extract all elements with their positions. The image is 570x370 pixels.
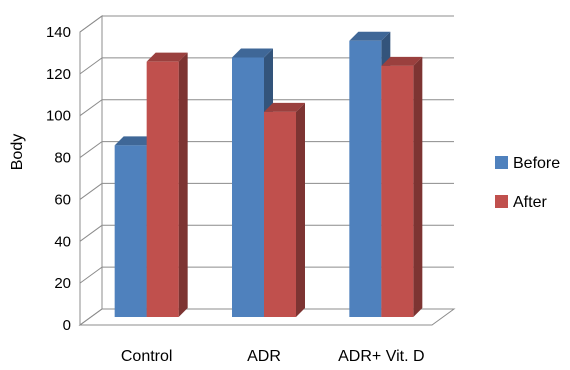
y-axis-ticks: 0 20 40 60 80 100 120 140 [46, 24, 71, 334]
bar-top [146, 52, 188, 62]
x-category-label: ADR+ Vit. D [338, 348, 424, 365]
bar-top [232, 48, 273, 58]
gridline [79, 57, 454, 75]
gridline [79, 141, 454, 158]
legend-swatch [495, 195, 508, 208]
x-category-label: ADR [247, 348, 281, 365]
bar-top [349, 31, 391, 41]
gridlines [79, 15, 454, 326]
bar-adr-after [264, 102, 305, 318]
bar-top [264, 102, 305, 112]
y-tick-label: 0 [63, 317, 71, 334]
y-tick-label: 120 [46, 66, 71, 83]
bar-control-after [146, 52, 188, 318]
x-axis-categories: Control ADR ADR+ Vit. D [121, 348, 425, 365]
legend-swatch [495, 156, 508, 169]
legend-item-after: After [495, 194, 547, 211]
bar-front [232, 57, 264, 317]
bar-front [381, 65, 414, 317]
bar-side [178, 52, 188, 318]
bar-front [146, 61, 179, 317]
gridline [79, 99, 454, 117]
gridline [79, 15, 454, 33]
legend-label: After [513, 194, 547, 211]
legend-label: Before [513, 155, 560, 172]
bar-side [413, 56, 423, 317]
legend: Before After [495, 155, 560, 211]
y-tick-label: 20 [54, 275, 71, 292]
y-tick-label: 60 [54, 191, 71, 208]
side-wall [79, 15, 103, 326]
y-tick-label: 140 [46, 24, 71, 41]
bar-top [381, 56, 423, 66]
gridline [79, 182, 454, 200]
gridline [79, 266, 454, 284]
gridline [79, 224, 454, 242]
bars [114, 31, 423, 318]
gridline [79, 308, 454, 326]
bar-front [114, 145, 147, 317]
bar-adr-vit-d-after [381, 56, 423, 317]
y-axis-title: Body [9, 134, 26, 170]
bar-front [349, 40, 382, 317]
bar-front [264, 111, 296, 318]
y-tick-label: 40 [54, 233, 71, 250]
bar-side [296, 102, 305, 318]
y-tick-label: 100 [46, 108, 71, 125]
bar-top [114, 136, 156, 146]
legend-item-before: Before [495, 155, 560, 172]
x-category-label: Control [121, 348, 173, 365]
y-tick-label: 80 [54, 150, 71, 167]
